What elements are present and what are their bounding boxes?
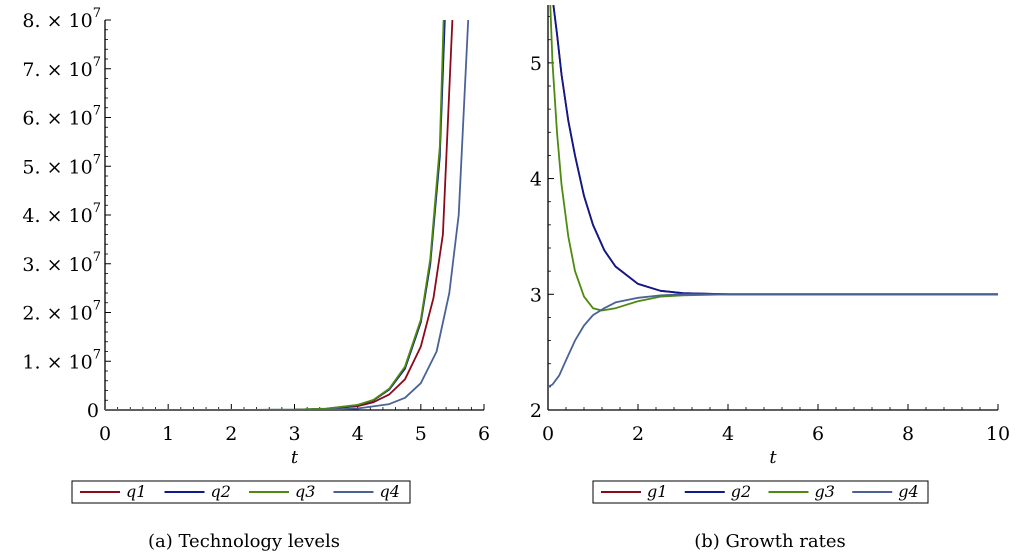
panel-caption: (b) Growth rates bbox=[694, 531, 846, 552]
y-tick-label: 5. × 107 bbox=[22, 152, 101, 178]
y-tick-label: 0 bbox=[87, 400, 99, 422]
y-tick-label: 4 bbox=[530, 169, 542, 191]
x-tick-label: 4 bbox=[352, 423, 364, 445]
chart-technology-levels: 0 1 2 3 4 5 6 0 1. × 107 2. × 107 3. × 107 4. × 107… bbox=[22, 6, 490, 552]
series-line-q4 bbox=[105, 20, 470, 410]
series-line-g2 bbox=[552, 5, 998, 296]
legend: q1 q2 q3 q4 bbox=[71, 480, 411, 504]
x-tick-label: 2 bbox=[225, 423, 237, 445]
series-line-q2 bbox=[105, 20, 446, 410]
y-tick-label: 4. × 107 bbox=[22, 201, 101, 227]
series-line-g3 bbox=[549, 5, 998, 312]
series-line-g1 bbox=[552, 5, 998, 296]
legend: g1 g2 g3 g4 bbox=[592, 480, 929, 504]
y-tick-label: 2. × 107 bbox=[22, 299, 101, 325]
legend-label-q4: q4 bbox=[380, 482, 400, 501]
y-tick-label: 8. × 107 bbox=[22, 6, 101, 32]
legend-label-q1: q1 bbox=[126, 482, 146, 501]
y-tick-label: 6. × 107 bbox=[22, 104, 101, 130]
x-tick-label: 5 bbox=[415, 423, 427, 445]
legend-box bbox=[592, 480, 929, 504]
legend-label-g4: g4 bbox=[898, 482, 918, 501]
x-tick-label: 8 bbox=[902, 423, 914, 445]
series-line-g4 bbox=[548, 293, 998, 388]
legend-label-q3: q3 bbox=[295, 482, 315, 501]
y-tick-label: 3 bbox=[530, 284, 542, 306]
x-tick-label: 4 bbox=[722, 423, 734, 445]
series-line-q3 bbox=[105, 20, 445, 410]
series-line-q1 bbox=[105, 20, 454, 410]
x-tick-label: 6 bbox=[478, 423, 490, 445]
y-tick-label: 7. × 107 bbox=[22, 55, 101, 81]
legend-box bbox=[71, 480, 411, 504]
legend-label-g3: g3 bbox=[815, 482, 835, 501]
legend-label-g1: g1 bbox=[647, 482, 667, 501]
x-tick-label: 10 bbox=[986, 423, 1010, 445]
x-tick-label: 3 bbox=[288, 423, 300, 445]
x-tick-label: 1 bbox=[162, 423, 174, 445]
x-tick-label: 0 bbox=[99, 423, 111, 445]
y-tick-label: 1. × 107 bbox=[22, 347, 101, 373]
x-axis-title: t bbox=[769, 447, 777, 468]
legend-label-g2: g2 bbox=[731, 482, 751, 501]
panel-caption: (a) Technology levels bbox=[148, 531, 340, 552]
y-tick-label: 3. × 107 bbox=[22, 250, 101, 276]
x-tick-label: 0 bbox=[542, 423, 554, 445]
x-tick-label: 2 bbox=[632, 423, 644, 445]
legend-label-q2: q2 bbox=[211, 482, 231, 501]
y-tick-label: 2 bbox=[530, 400, 542, 422]
x-tick-label: 6 bbox=[812, 423, 824, 445]
y-tick-label: 5 bbox=[530, 53, 542, 75]
x-axis-title: t bbox=[291, 447, 299, 468]
